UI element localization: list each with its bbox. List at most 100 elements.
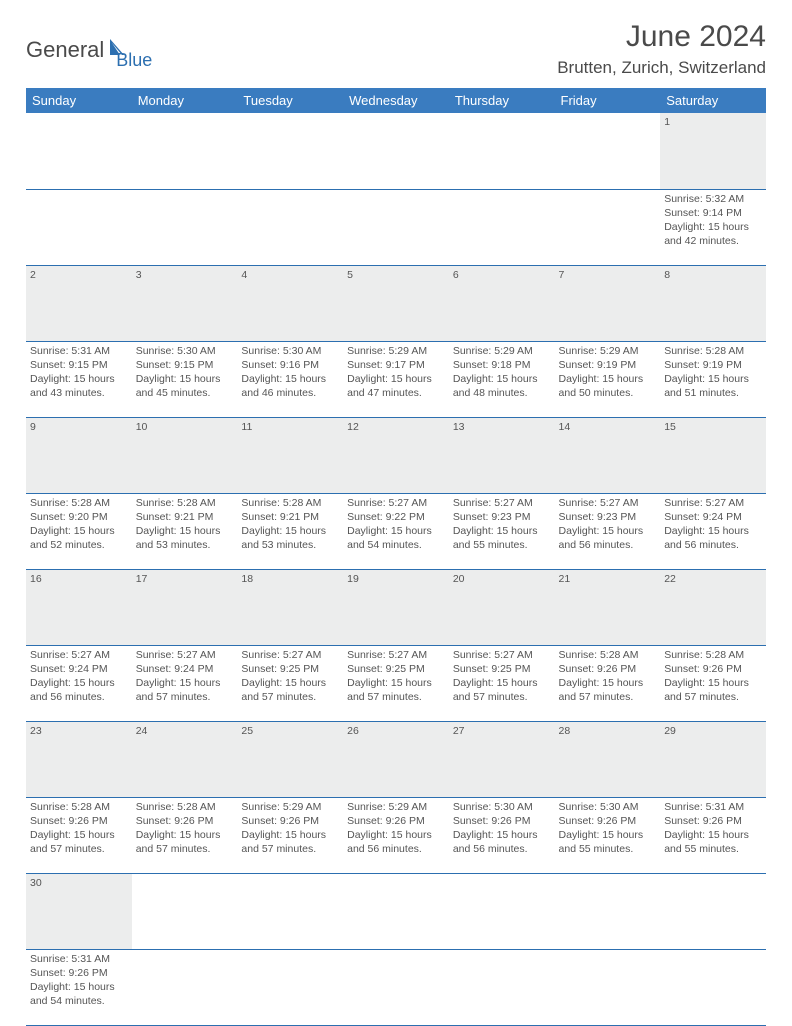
day-number-cell — [237, 113, 343, 189]
sunrise-line: Sunrise: 5:29 AM — [347, 344, 445, 358]
header: General Blue June 2024 Brutten, Zurich, … — [26, 20, 766, 78]
day-cell: Sunrise: 5:29 AMSunset: 9:26 PMDaylight:… — [237, 797, 343, 873]
day-number-cell: 21 — [555, 569, 661, 645]
sunrise-line: Sunrise: 5:27 AM — [30, 648, 128, 662]
day-cell: Sunrise: 5:28 AMSunset: 9:26 PMDaylight:… — [132, 797, 238, 873]
day-number-cell — [343, 113, 449, 189]
weekday-header: Sunday — [26, 88, 132, 113]
sunrise-line: Sunrise: 5:31 AM — [664, 800, 762, 814]
daylight-line: Daylight: 15 hours and 54 minutes. — [30, 980, 128, 1008]
sunrise-line: Sunrise: 5:27 AM — [347, 496, 445, 510]
day-number-cell: 22 — [660, 569, 766, 645]
sunset-line: Sunset: 9:26 PM — [559, 814, 657, 828]
calendar-table: SundayMondayTuesdayWednesdayThursdayFrid… — [26, 88, 766, 1026]
sunset-line: Sunset: 9:19 PM — [559, 358, 657, 372]
day-cell: Sunrise: 5:28 AMSunset: 9:19 PMDaylight:… — [660, 341, 766, 417]
daylight-line: Daylight: 15 hours and 57 minutes. — [241, 676, 339, 704]
day-cell: Sunrise: 5:30 AMSunset: 9:15 PMDaylight:… — [132, 341, 238, 417]
weekday-header: Thursday — [449, 88, 555, 113]
sunset-line: Sunset: 9:23 PM — [559, 510, 657, 524]
sunset-line: Sunset: 9:26 PM — [136, 814, 234, 828]
daylight-line: Daylight: 15 hours and 55 minutes. — [664, 828, 762, 856]
day-number-cell: 2 — [26, 265, 132, 341]
day-number-cell: 19 — [343, 569, 449, 645]
sunrise-line: Sunrise: 5:27 AM — [347, 648, 445, 662]
sunset-line: Sunset: 9:17 PM — [347, 358, 445, 372]
sunrise-line: Sunrise: 5:29 AM — [347, 800, 445, 814]
day-number-cell: 23 — [26, 721, 132, 797]
sunrise-line: Sunrise: 5:28 AM — [664, 344, 762, 358]
daylight-line: Daylight: 15 hours and 57 minutes. — [30, 828, 128, 856]
daylight-line: Daylight: 15 hours and 57 minutes. — [453, 676, 551, 704]
sunrise-line: Sunrise: 5:27 AM — [559, 496, 657, 510]
day-number-cell: 4 — [237, 265, 343, 341]
day-number-cell — [449, 873, 555, 949]
day-number-cell: 14 — [555, 417, 661, 493]
daylight-line: Daylight: 15 hours and 57 minutes. — [347, 676, 445, 704]
day-number-cell: 20 — [449, 569, 555, 645]
day-cell: Sunrise: 5:27 AMSunset: 9:25 PMDaylight:… — [449, 645, 555, 721]
day-cell: Sunrise: 5:31 AMSunset: 9:26 PMDaylight:… — [26, 949, 132, 1025]
day-cell: Sunrise: 5:31 AMSunset: 9:15 PMDaylight:… — [26, 341, 132, 417]
daylight-line: Daylight: 15 hours and 57 minutes. — [664, 676, 762, 704]
logo-text-general: General — [26, 37, 104, 63]
sunrise-line: Sunrise: 5:31 AM — [30, 952, 128, 966]
day-cell: Sunrise: 5:27 AMSunset: 9:24 PMDaylight:… — [26, 645, 132, 721]
daylight-line: Daylight: 15 hours and 55 minutes. — [559, 828, 657, 856]
daylight-line: Daylight: 15 hours and 56 minutes. — [664, 524, 762, 552]
day-number-cell — [343, 873, 449, 949]
day-number-cell: 5 — [343, 265, 449, 341]
sunset-line: Sunset: 9:16 PM — [241, 358, 339, 372]
daylight-line: Daylight: 15 hours and 56 minutes. — [559, 524, 657, 552]
weekday-header: Wednesday — [343, 88, 449, 113]
day-number-cell: 3 — [132, 265, 238, 341]
sunrise-line: Sunrise: 5:28 AM — [559, 648, 657, 662]
logo: General Blue — [26, 28, 152, 71]
sunrise-line: Sunrise: 5:28 AM — [30, 800, 128, 814]
day-cell: Sunrise: 5:27 AMSunset: 9:23 PMDaylight:… — [449, 493, 555, 569]
daylight-line: Daylight: 15 hours and 51 minutes. — [664, 372, 762, 400]
daylight-line: Daylight: 15 hours and 56 minutes. — [347, 828, 445, 856]
weekday-header: Tuesday — [237, 88, 343, 113]
day-cell: Sunrise: 5:31 AMSunset: 9:26 PMDaylight:… — [660, 797, 766, 873]
day-cell: Sunrise: 5:30 AMSunset: 9:16 PMDaylight:… — [237, 341, 343, 417]
day-cell: Sunrise: 5:27 AMSunset: 9:24 PMDaylight:… — [132, 645, 238, 721]
day-number-cell: 28 — [555, 721, 661, 797]
day-number-cell — [26, 113, 132, 189]
sunrise-line: Sunrise: 5:30 AM — [241, 344, 339, 358]
day-cell: Sunrise: 5:30 AMSunset: 9:26 PMDaylight:… — [449, 797, 555, 873]
sunset-line: Sunset: 9:25 PM — [241, 662, 339, 676]
weekday-header: Friday — [555, 88, 661, 113]
day-number-cell — [132, 873, 238, 949]
day-cell: Sunrise: 5:29 AMSunset: 9:17 PMDaylight:… — [343, 341, 449, 417]
sunset-line: Sunset: 9:15 PM — [136, 358, 234, 372]
daylight-line: Daylight: 15 hours and 57 minutes. — [241, 828, 339, 856]
sunset-line: Sunset: 9:21 PM — [136, 510, 234, 524]
sunset-line: Sunset: 9:26 PM — [241, 814, 339, 828]
day-cell: Sunrise: 5:28 AMSunset: 9:26 PMDaylight:… — [555, 645, 661, 721]
day-cell: Sunrise: 5:28 AMSunset: 9:21 PMDaylight:… — [132, 493, 238, 569]
day-cell — [343, 189, 449, 265]
sunset-line: Sunset: 9:26 PM — [30, 966, 128, 980]
day-number-cell — [237, 873, 343, 949]
daylight-line: Daylight: 15 hours and 48 minutes. — [453, 372, 551, 400]
day-number-cell: 1 — [660, 113, 766, 189]
daylight-line: Daylight: 15 hours and 55 minutes. — [453, 524, 551, 552]
day-cell: Sunrise: 5:29 AMSunset: 9:26 PMDaylight:… — [343, 797, 449, 873]
day-cell — [555, 949, 661, 1025]
day-cell: Sunrise: 5:28 AMSunset: 9:26 PMDaylight:… — [26, 797, 132, 873]
sunset-line: Sunset: 9:26 PM — [664, 814, 762, 828]
daylight-line: Daylight: 15 hours and 57 minutes. — [559, 676, 657, 704]
day-number-cell: 7 — [555, 265, 661, 341]
day-cell: Sunrise: 5:27 AMSunset: 9:24 PMDaylight:… — [660, 493, 766, 569]
daylight-line: Daylight: 15 hours and 52 minutes. — [30, 524, 128, 552]
sunset-line: Sunset: 9:26 PM — [453, 814, 551, 828]
logo-text-blue: Blue — [116, 50, 152, 71]
sunset-line: Sunset: 9:26 PM — [559, 662, 657, 676]
day-number-cell: 17 — [132, 569, 238, 645]
day-cell — [343, 949, 449, 1025]
daylight-line: Daylight: 15 hours and 45 minutes. — [136, 372, 234, 400]
daylight-line: Daylight: 15 hours and 56 minutes. — [30, 676, 128, 704]
title-block: June 2024 Brutten, Zurich, Switzerland — [557, 20, 766, 78]
day-cell: Sunrise: 5:29 AMSunset: 9:18 PMDaylight:… — [449, 341, 555, 417]
